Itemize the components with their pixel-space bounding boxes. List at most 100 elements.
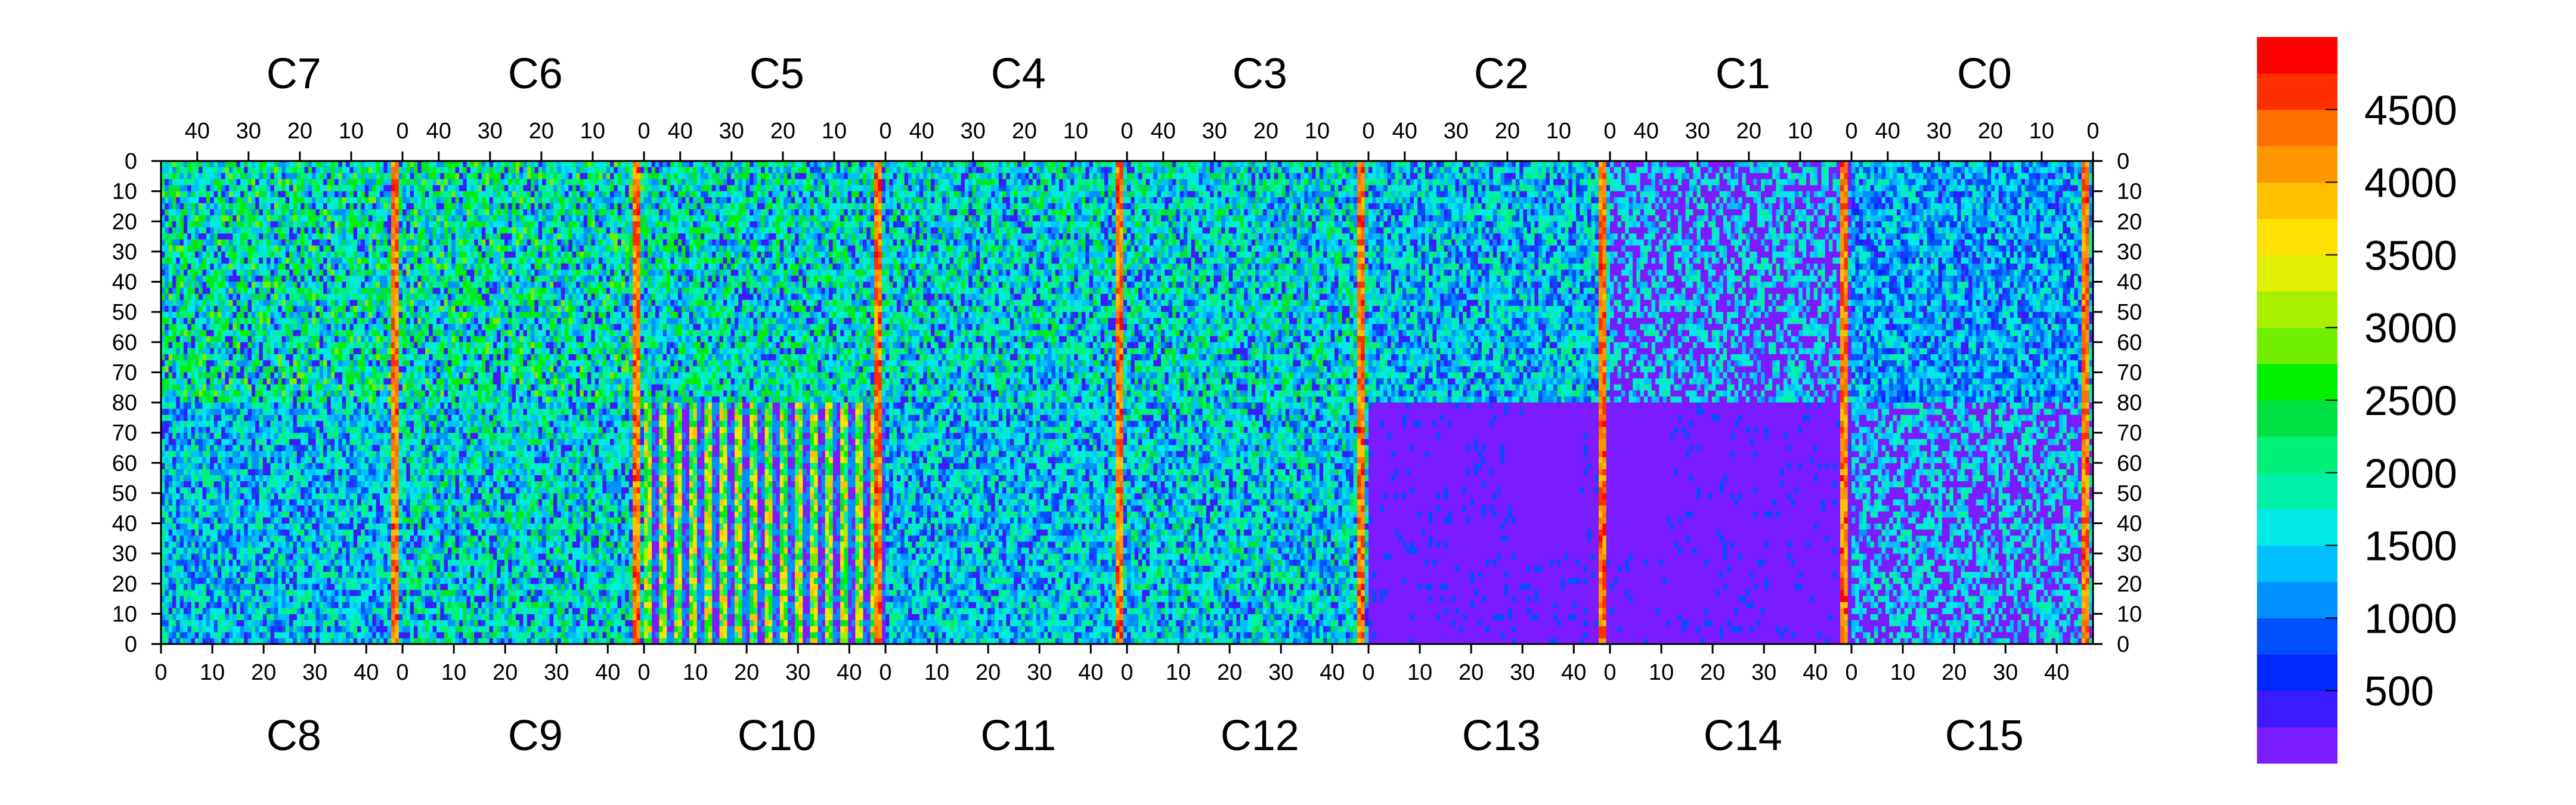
heatmap-cell <box>176 342 180 349</box>
heatmap-cell <box>237 348 241 355</box>
heatmap-cell <box>169 306 173 312</box>
heatmap-cell <box>255 161 259 168</box>
heatmap-cell <box>165 258 169 264</box>
heatmap-cell <box>335 288 339 295</box>
heatmap-cell <box>440 173 444 179</box>
heatmap-cell <box>278 258 282 264</box>
heatmap-cell <box>550 179 554 185</box>
heatmap-cell <box>429 161 433 168</box>
heatmap-cell <box>165 252 169 258</box>
heatmap-cell <box>286 348 290 355</box>
heatmap-cell <box>304 252 308 258</box>
heatmap-cell <box>244 167 248 174</box>
heatmap-cell <box>229 360 233 367</box>
heatmap-cell <box>354 397 358 403</box>
heatmap-cell <box>172 397 177 403</box>
heatmap-cell <box>610 173 614 179</box>
heatmap-cell <box>274 173 278 179</box>
heatmap-cell <box>282 161 286 168</box>
heatmap-cell <box>210 234 214 240</box>
heatmap-cell <box>308 191 312 198</box>
heatmap-cell <box>240 240 244 246</box>
heatmap-cell <box>315 354 320 361</box>
heatmap-cell <box>323 354 327 361</box>
heatmap-cell <box>327 288 331 295</box>
heatmap-cell <box>221 221 225 228</box>
heatmap-cell <box>184 391 188 397</box>
heatmap-cell <box>595 179 599 185</box>
heatmap-cell <box>225 270 230 276</box>
heatmap-cell <box>304 379 308 385</box>
heatmap-cell <box>187 300 191 306</box>
heatmap-cell <box>383 354 388 361</box>
heatmap-cell <box>229 330 233 337</box>
heatmap-cell <box>248 240 252 246</box>
heatmap-cell <box>203 173 207 179</box>
heatmap-cell <box>259 282 264 289</box>
heatmap-cell <box>399 167 403 174</box>
heatmap-cell <box>233 360 237 367</box>
heatmap-cell <box>229 209 233 216</box>
heatmap-cell <box>248 185 252 192</box>
heatmap-cell <box>508 173 512 179</box>
heatmap-cell <box>278 294 282 301</box>
heatmap-cell <box>395 185 399 192</box>
heatmap-cell <box>395 161 399 168</box>
heatmap-cell <box>180 318 184 324</box>
heatmap-cell <box>233 294 237 301</box>
heatmap-cell <box>383 379 388 385</box>
heatmap-cell <box>546 161 550 168</box>
heatmap-cell <box>195 240 199 246</box>
heatmap-cell <box>304 167 308 174</box>
heatmap-cell <box>267 173 271 179</box>
heatmap-cell <box>342 360 346 367</box>
chip-c6-cells <box>402 161 645 403</box>
heatmap-cell <box>365 336 369 343</box>
heatmap-cell <box>187 185 191 192</box>
heatmap-cell <box>391 258 395 264</box>
heatmap-cell <box>206 318 210 324</box>
heatmap-cell <box>395 234 399 240</box>
heatmap-cell <box>534 173 538 179</box>
heatmap-cell <box>176 312 180 318</box>
heatmap-cell <box>282 385 286 391</box>
heatmap-cell <box>210 294 214 301</box>
heatmap-cell <box>606 167 611 174</box>
heatmap-cell <box>184 234 188 240</box>
heatmap-cell <box>335 197 339 204</box>
heatmap-cell <box>357 246 361 252</box>
heatmap-cell <box>289 294 293 301</box>
heatmap-cell <box>467 173 471 179</box>
heatmap-cell <box>199 348 203 355</box>
heatmap-cell <box>199 354 203 361</box>
heatmap-cell <box>342 185 346 192</box>
heatmap-cell <box>399 300 403 306</box>
heatmap-cell <box>591 173 595 179</box>
heatmap-cell <box>176 391 180 397</box>
heatmap-cell <box>301 391 305 397</box>
heatmap-cell <box>599 161 603 168</box>
heatmap-cell <box>312 379 316 385</box>
heatmap-cell <box>165 227 169 234</box>
heatmap-cell <box>237 179 241 185</box>
heatmap-cell <box>602 179 606 185</box>
heatmap-cell <box>187 275 191 282</box>
heatmap-cell <box>376 312 380 318</box>
heatmap-cell <box>289 191 293 198</box>
heatmap-cell <box>323 360 327 367</box>
heatmap-cell <box>342 173 346 179</box>
heatmap-cell <box>252 348 256 355</box>
heatmap-cell <box>338 348 342 355</box>
heatmap-cell <box>282 173 286 179</box>
heatmap-cell <box>229 282 233 289</box>
heatmap-cell <box>621 173 626 179</box>
heatmap-cell <box>293 234 297 240</box>
heatmap-cell <box>233 282 237 289</box>
heatmap-cell <box>210 209 214 216</box>
heatmap-cell <box>259 312 264 318</box>
heatmap-cell <box>286 221 290 228</box>
heatmap-cell <box>335 312 339 318</box>
heatmap-cell <box>278 173 282 179</box>
heatmap-cell <box>274 234 278 240</box>
heatmap-cell <box>301 185 305 192</box>
